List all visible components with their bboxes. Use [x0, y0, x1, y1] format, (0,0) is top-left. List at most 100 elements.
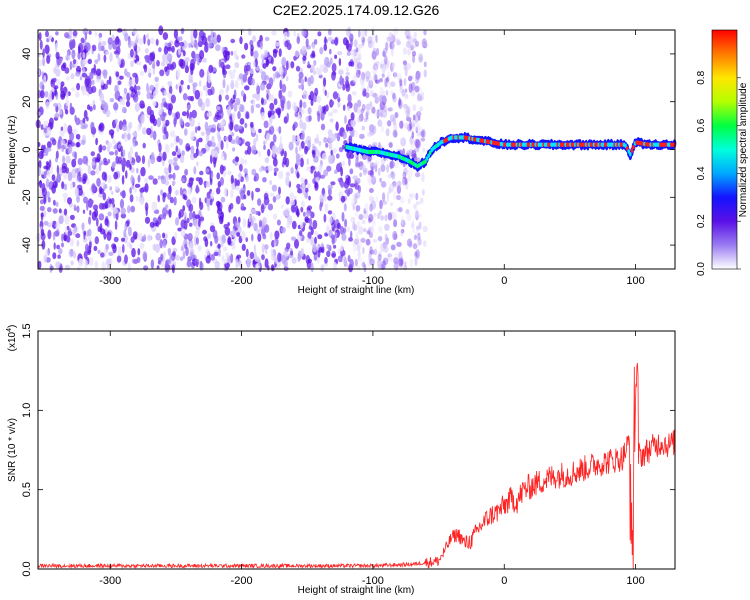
spectrogram-cell: [251, 190, 254, 201]
spectrogram-cell: [121, 133, 125, 140]
spectrogram-cell: [253, 138, 257, 147]
spectrogram-cell: [124, 223, 128, 232]
spectrogram-cell: [357, 30, 361, 38]
spectrogram-cell: [205, 133, 210, 143]
spectrogram-cell: [108, 75, 112, 86]
spectrogram-cell: [396, 241, 402, 247]
spectrogram-cell: [255, 66, 260, 71]
spectrogram-cell: [330, 181, 336, 186]
spectrogram-cell: [362, 88, 367, 97]
spectrogram-cell: [304, 145, 308, 155]
spectrogram-cell: [53, 199, 56, 206]
spectrogram-cell: [412, 114, 416, 121]
spectrogram-cell: [191, 130, 196, 137]
spectrogram-cell: [423, 240, 427, 247]
spectrogram-cell: [409, 258, 414, 268]
spectrogram-cell: [67, 228, 72, 233]
spectrogram-cell: [113, 102, 119, 111]
spectrogram-cell: [115, 71, 120, 78]
spectrogram-cell: [362, 167, 368, 173]
spectrogram-cell: [334, 231, 338, 238]
spectrogram-cell: [286, 222, 291, 229]
spectrogram-cell: [357, 185, 362, 194]
spectrogram-cell: [334, 37, 339, 46]
spectrogram-cell: [350, 119, 356, 128]
spectrogram-cell: [98, 32, 103, 38]
spectrogram-cell: [260, 204, 265, 214]
spectrogram-cell: [384, 223, 390, 231]
spectrogram-cell: [286, 30, 290, 38]
spectrogram-cell: [328, 112, 332, 117]
spectrogram-cell: [414, 112, 419, 123]
spectrogram-cell: [367, 131, 372, 137]
spectrogram-cell: [371, 34, 376, 39]
spectrogram-cell: [190, 66, 194, 76]
spectrogram-cell: [356, 48, 361, 57]
spectrogram-cell: [182, 178, 185, 183]
spectrogram-cell: [55, 51, 60, 60]
spectrogram-cell: [190, 145, 195, 154]
spectrogram-cell: [412, 118, 417, 125]
spectrogram-cell: [360, 133, 366, 140]
spectrogram-cell: [144, 183, 149, 193]
spectrogram-cell: [207, 43, 213, 48]
spectrogram-cell: [231, 132, 235, 137]
spectrogram-cell: [354, 62, 359, 71]
spectrogram-cell: [281, 204, 284, 210]
spectrogram-cell: [295, 65, 301, 72]
spectrogram-cell: [347, 126, 354, 132]
spectrogram-cell: [208, 64, 214, 74]
spectrogram-cell: [378, 251, 382, 258]
spectrogram-cell: [260, 97, 264, 105]
spectrogram-cell: [71, 52, 76, 59]
spectrogram-cell: [165, 60, 169, 66]
spectrogram-cell: [338, 191, 344, 198]
spectrogram-cell: [329, 57, 333, 65]
spectrogram-cell: [107, 263, 110, 270]
spectrogram-cell: [182, 50, 186, 57]
spectrogram-cell: [47, 229, 52, 240]
spectrogram-cell: [220, 61, 225, 69]
spectrogram-cell: [105, 258, 112, 266]
spectrogram-cell: [40, 228, 45, 236]
spectrogram-cell: [280, 226, 286, 234]
spectrogram-cell: [281, 254, 286, 265]
spectrogram-cell: [421, 129, 426, 138]
spectrogram-cell: [305, 210, 311, 217]
spectrogram-cell: [420, 91, 425, 101]
spectrogram-cell: [194, 126, 198, 134]
spectrogram-cell: [117, 246, 122, 256]
spectrogram-cell: [359, 75, 365, 85]
spectrogram-cell: [354, 258, 358, 267]
spectrogram-cell: [69, 102, 73, 112]
spectrogram-cell: [45, 30, 49, 38]
spectrogram-cell: [250, 48, 254, 57]
spectrogram-cell: [84, 259, 88, 269]
colorbar-ticks: 0.00.20.40.60.8: [696, 70, 741, 276]
spectrogram-cell: [59, 109, 63, 115]
spectrogram-cell: [114, 84, 118, 94]
spectrogram-cell: [390, 81, 396, 87]
spectrogram-cell: [205, 91, 208, 97]
spectrogram-cell: [236, 55, 239, 61]
spectrogram-cell: [382, 241, 387, 249]
spectrogram-cell: [119, 198, 125, 209]
spectrogram-cell: [78, 45, 81, 54]
spectrogram-cell: [367, 174, 372, 184]
spectrogram-cell: [299, 230, 303, 237]
spectrogram-cell: [329, 118, 334, 123]
spectrogram-cell: [272, 213, 278, 220]
spectrogram-cell: [402, 171, 407, 180]
spectrogram-cell: [202, 85, 208, 91]
spectrogram-cell: [411, 149, 417, 159]
spectrogram-cell: [40, 212, 44, 218]
spectrogram-cell: [382, 257, 389, 265]
spectrogram-cell: [296, 183, 301, 189]
spectrogram-cell: [404, 91, 407, 100]
spectrogram-cell: [191, 196, 197, 204]
spectrogram-cell: [117, 57, 122, 66]
spectrogram-cell: [312, 43, 315, 50]
spectrogram-cell: [263, 144, 266, 150]
spectrogram-cell: [417, 93, 420, 101]
spectrogram-cell: [365, 238, 371, 246]
